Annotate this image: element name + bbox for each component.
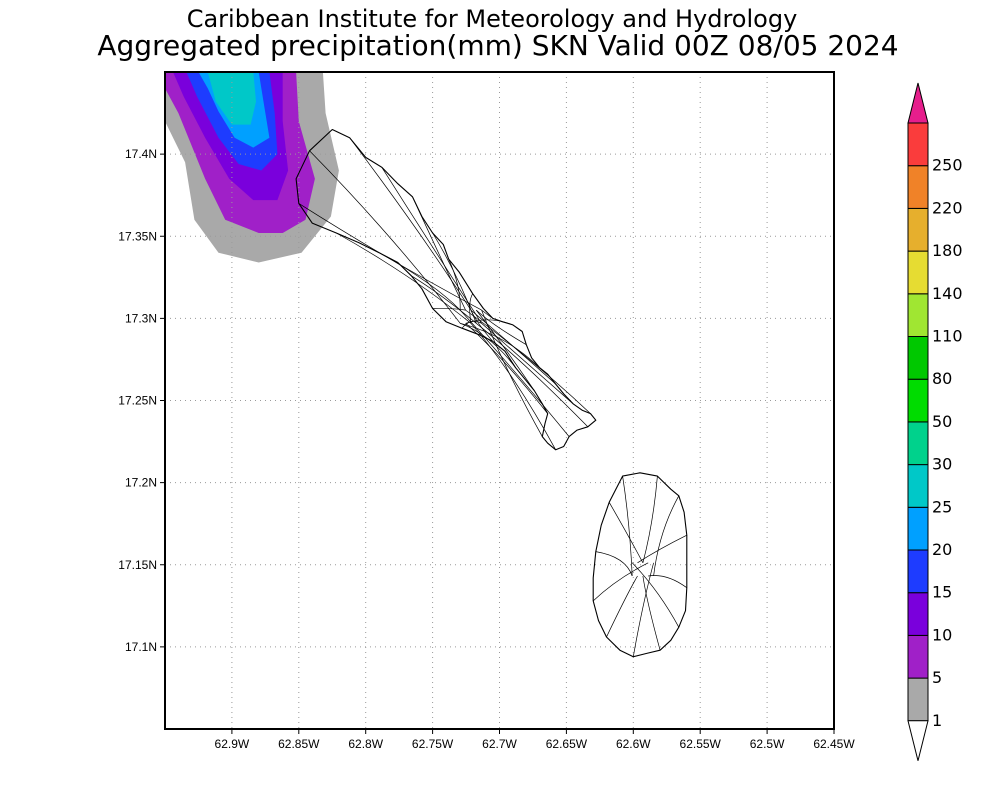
x-tick-label: 62.55W [680,737,722,751]
colorbar-segment [907,634,929,679]
colorbar-segment [907,165,929,209]
precip-region-25-30 [207,72,256,125]
colorbar-label: 80 [932,369,952,388]
colorbar-segment [907,250,929,295]
colorbar-label: 20 [932,540,952,559]
colorbar-segment [907,421,929,466]
y-tick-label: 17.25N [118,394,157,408]
island-layer [295,128,688,658]
colorbar-segment [907,464,929,508]
axis-ticks: 62.9W 62.85W 62.8W 62.75W 62.7W 62.65W 62.6W 62… [118,147,855,751]
colorbar-label: 10 [932,625,952,644]
x-tick-label: 62.5W [750,737,785,751]
colorbar-label: 15 [932,583,952,602]
colorbar-segment [907,549,929,594]
x-tick-label: 62.7W [482,737,517,751]
colorbar-label: 50 [932,412,952,431]
x-tick-label: 62.6W [616,737,651,751]
map-subtitle: Aggregated precipitation(mm) SKN Valid 0… [97,29,898,62]
colorbar-label: 25 [932,497,952,516]
precipitation-layer [165,72,339,263]
y-tick-label: 17.3N [125,311,157,325]
colorbar-segment [907,506,929,551]
y-tick-label: 17.35N [118,229,157,243]
colorbar-segment [907,122,929,167]
colorbar-label: 1 [932,711,942,730]
colorbar-label: 140 [932,284,963,303]
colorbar-segment [907,592,929,636]
y-tick-label: 17.15N [118,558,157,572]
x-tick-label: 62.85W [278,737,320,751]
plot-area: 62.9W 62.85W 62.8W 62.75W 62.7W 62.65W 62.6W 62… [118,71,855,751]
colorbar-segment [907,378,929,423]
x-tick-label: 62.9W [215,737,250,751]
colorbar-segment [907,677,929,722]
x-tick-label: 62.45W [813,737,855,751]
x-tick-label: 62.65W [546,737,588,751]
island-outline-nevis [592,472,688,658]
y-tick-label: 17.1N [125,640,157,654]
colorbar-label: 110 [932,327,963,346]
map-title: Caribbean Institute for Meteorology and … [187,5,798,33]
watershed-lines [592,476,688,657]
colorbar-under-triangle [907,720,929,761]
colorbar-label: 5 [932,668,942,687]
colorbar-label: 180 [932,241,963,260]
y-tick-label: 17.2N [125,476,157,490]
watershed-lines [298,137,591,450]
colorbar-label: 30 [932,455,952,474]
colorbar-over-triangle [907,82,929,124]
colorbar-segment [907,336,929,380]
x-tick-label: 62.75W [412,737,454,751]
colorbar-segment [907,207,929,252]
colorbar-label: 250 [932,156,963,175]
y-tick-label: 17.4N [125,147,157,161]
colorbar-segment [907,293,929,337]
colorbar-label: 220 [932,198,963,217]
x-tick-label: 62.8W [348,737,383,751]
